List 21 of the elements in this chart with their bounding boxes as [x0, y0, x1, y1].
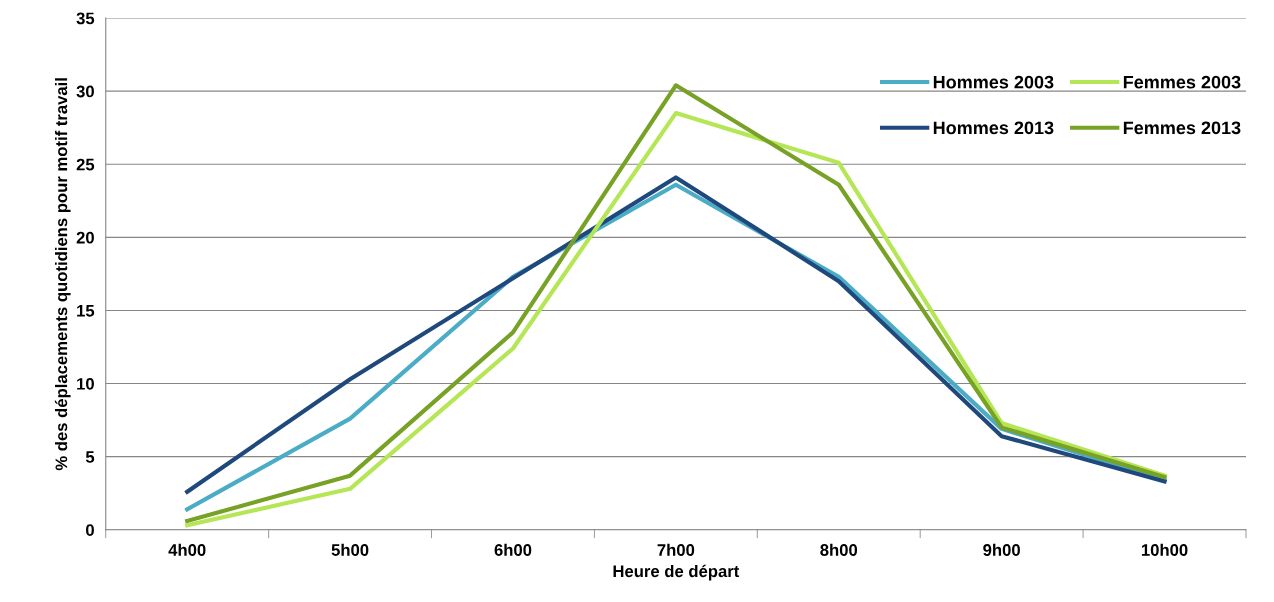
y-tick-label: 15 [77, 305, 95, 317]
x-tick-label: 6h00 [494, 543, 532, 556]
y-axis-title: % des déplacements quotidiens pour motif travail [54, 78, 71, 471]
y-tick-label: 30 [76, 85, 94, 98]
y-tick-label: 10 [77, 377, 94, 390]
x-tick-label: 8h00 [820, 543, 858, 556]
legend-label: Femmes 2003 [1123, 75, 1241, 89]
legend-label: Femmes 2013 [1123, 121, 1241, 135]
legend-label: Hommes 2003 [933, 75, 1054, 89]
x-tick-label: 9h00 [983, 543, 1020, 556]
y-tick-label: 20 [76, 231, 94, 244]
y-tick-label: 35 [76, 12, 95, 25]
y-tick-label: 25 [76, 158, 95, 171]
x-axis-title: Heure de départ [613, 564, 740, 581]
x-tick-label: 10h00 [1141, 543, 1188, 556]
x-tick-label: 4h00 [168, 543, 206, 556]
x-tick-label: 5h00 [331, 543, 369, 556]
y-tick-label: 5 [85, 451, 95, 463]
legend-label: Hommes 2013 [933, 121, 1054, 135]
y-tick-label: 0 [86, 524, 94, 536]
x-tick-label: 7h00 [657, 543, 695, 556]
